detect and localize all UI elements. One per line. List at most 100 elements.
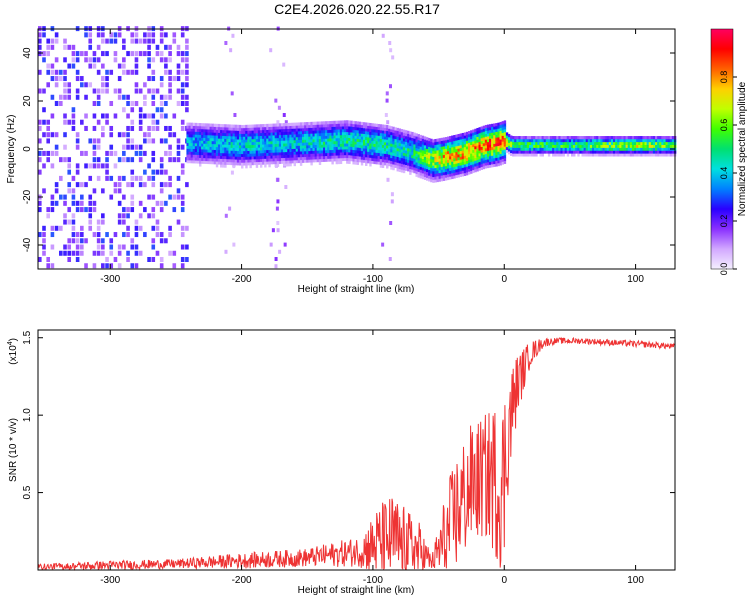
spectrogram-cell [409,157,412,161]
spectrogram-cell [522,138,526,143]
spectrogram-cell [631,144,635,148]
spectrogram-cell [400,163,404,167]
spectrogram-cell [388,257,392,261]
spectrogram-cell [455,146,458,150]
spectrogram-cell [138,38,143,44]
spectrogram-cell [272,126,275,130]
spectrogram-cell [215,146,219,151]
spectrogram-cell [455,169,458,173]
spectrogram-cell [251,150,254,154]
spectrogram-cell [507,151,511,155]
spectrogram-cell [459,153,463,157]
spectrogram-cell [354,144,357,148]
spectrogram-cell [446,139,450,143]
spectrogram-cell [130,169,135,175]
spectrogram-cell [369,128,372,132]
spectrogram-cell [316,130,320,134]
spectrogram-cell [54,101,59,106]
spectrogram-cell [232,147,236,151]
spectrogram-cell [617,138,620,143]
spectrogram-cell [671,141,675,145]
spectrogram-cell [147,63,151,69]
spectrogram-cell [180,244,185,250]
x-tick-label: 100 [627,274,644,285]
spectrogram-cell [297,148,301,152]
spectrogram-cell [42,188,46,194]
spectrogram-cell [354,135,357,139]
spectrogram-cell [264,126,267,131]
spectrogram-cell [425,137,429,141]
spectrogram-cell [84,32,88,38]
spectrogram-cell [503,149,507,153]
spectrogram-cell [486,159,490,163]
spectrogram-cell [484,156,488,160]
spectrogram-cell [259,135,263,139]
spectrogram-cell [497,137,500,141]
spectrogram-cell [151,125,156,131]
spectrogram-cell [419,146,423,150]
spectrogram-cell [92,138,97,144]
spectrogram-cell [558,153,561,157]
spectrogram-cell [640,141,643,145]
spectrogram-cell [409,165,412,170]
spectrogram-cell [455,134,458,138]
spectrogram-cell [541,147,544,151]
spectrogram-cell [432,147,435,152]
spectrogram-cell [472,138,475,142]
spectrogram-cell [501,147,505,151]
spectrogram-cell [367,154,370,158]
spectrogram-cell [38,38,42,44]
spectrogram-cell [577,150,580,154]
spectrogram-cell [560,138,563,143]
spectrogram-cell [316,135,320,140]
spectrogram-cell [562,153,565,157]
spectrogram-cell [472,158,475,162]
spectrogram-cell [151,194,156,200]
spectrogram-cell [482,160,486,164]
spectrogram-cell [283,163,286,167]
spectrogram-cell [310,130,313,134]
spectrogram-cell [92,113,97,119]
spectrogram-cell [404,133,408,137]
spectrogram-cell [470,141,473,145]
spectrogram-cell [362,127,366,132]
spectrogram-cell [226,141,229,145]
spectrogram-cell [434,138,437,143]
spectrogram-cell [535,153,538,157]
spectrogram-cell [350,155,353,159]
spectrogram-cell [430,164,433,168]
spectrogram-cell [449,176,452,180]
spectrogram-cell [465,149,469,153]
spectrogram-cell [337,160,341,165]
spectrogram-cell [291,140,294,144]
spectrogram-cell [274,135,278,139]
spectrogram-cell [638,153,641,157]
spectrogram-cell [362,145,366,149]
spectrogram-cell [377,135,381,139]
spectrogram-cell [432,173,435,178]
spectrogram-cell [293,131,296,135]
spectrogram-cell [255,124,259,128]
spectrogram-cell [151,32,156,38]
spectrogram-cell [522,141,526,145]
spectrogram-cell [243,142,246,146]
spectrogram-cell [514,144,517,148]
spectrogram-cell [520,138,523,143]
spectrogram-cell [299,139,303,143]
spectrogram-cell [304,153,307,158]
spectrogram-cell [301,159,305,163]
spectrogram-cell [339,152,343,156]
spectrogram-cell [587,136,591,140]
spectrogram-cell [236,133,240,137]
spectrogram-cell [604,136,608,140]
spectrogram-cell [192,160,196,164]
spectrogram-cell [291,157,294,161]
spectrogram-cell [476,159,479,163]
spectrogram-cell [147,51,151,57]
spectrogram-cell [180,225,185,231]
spectrogram-cell [117,132,122,138]
spectrogram-cell [436,144,439,148]
spectrogram-cell [379,150,383,154]
spectrogram-cell [257,138,261,142]
spectrogram-cell [143,150,147,156]
